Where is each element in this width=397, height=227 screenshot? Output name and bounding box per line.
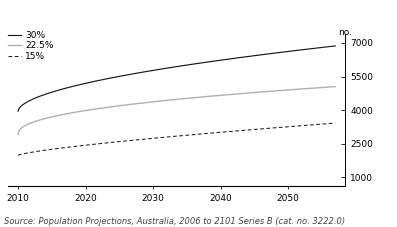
30% <box>17 107 21 110</box>
15% <box>333 122 337 124</box>
22.5% <box>203 95 208 98</box>
30% <box>303 48 308 51</box>
22.5% <box>210 95 215 97</box>
Line: 15%: 15% <box>18 123 335 155</box>
Line: 22.5%: 22.5% <box>18 87 335 134</box>
22.5% <box>204 95 209 98</box>
15% <box>17 153 21 156</box>
30% <box>16 110 21 113</box>
22.5% <box>16 133 21 136</box>
Text: Source: Population Projections, Australia, 2006 to 2101 Series B (cat. no. 3222.: Source: Population Projections, Australi… <box>4 217 345 226</box>
22.5% <box>333 85 337 88</box>
30% <box>210 60 215 63</box>
15% <box>16 154 21 157</box>
15% <box>303 124 308 127</box>
Legend: 30%, 22.5%, 15%: 30%, 22.5%, 15% <box>8 31 54 61</box>
30% <box>204 61 209 64</box>
30% <box>203 61 208 64</box>
15% <box>283 126 288 128</box>
Y-axis label: no.: no. <box>338 28 353 37</box>
15% <box>203 132 208 135</box>
22.5% <box>17 129 21 132</box>
15% <box>204 132 209 135</box>
30% <box>333 44 337 47</box>
Line: 30%: 30% <box>18 46 335 111</box>
22.5% <box>283 89 288 91</box>
22.5% <box>303 87 308 90</box>
15% <box>210 132 215 134</box>
30% <box>283 50 288 53</box>
